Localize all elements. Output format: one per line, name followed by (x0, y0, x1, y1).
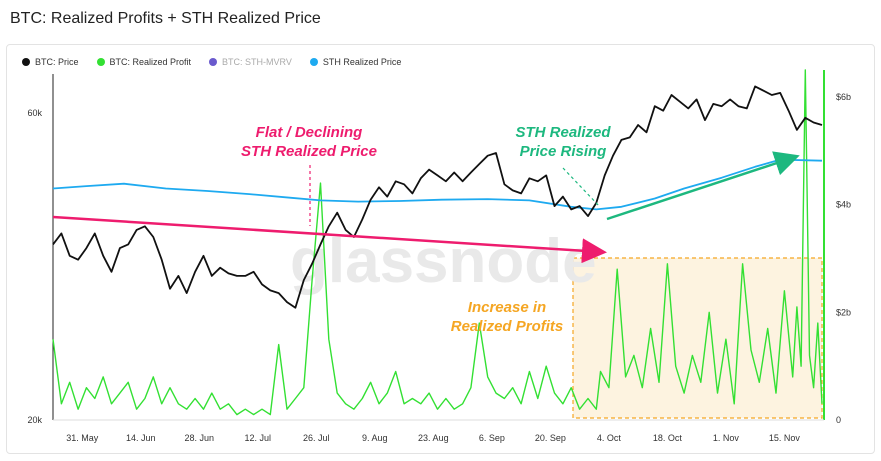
realized-profits-highlight-box (572, 257, 823, 419)
sth-realized-price-line (52, 158, 823, 211)
pink-trend-arrow (52, 215, 607, 264)
x-tick-label: 23. Aug (418, 433, 449, 443)
x-tick-label: 1. Nov (713, 433, 740, 443)
x-tick-label: 14. Jun (126, 433, 156, 443)
y-right-tick-label: 0 (836, 415, 841, 425)
btc-price-line (52, 85, 823, 309)
annotation-flat-line2: STH Realized Price (241, 143, 377, 160)
x-tick-label: 6. Sep (479, 433, 505, 443)
y-right-tick-label: $6b (836, 92, 851, 102)
legend-label: BTC: Price (35, 57, 79, 67)
x-tick-label: 4. Oct (597, 433, 622, 443)
legend: BTC: Price BTC: Realized Profit BTC: STH… (22, 57, 401, 67)
x-tick-label: 15. Nov (769, 433, 801, 443)
x-tick-label: 31. May (66, 433, 99, 443)
chart-card (6, 44, 875, 454)
legend-label: BTC: Realized Profit (109, 57, 192, 67)
legend-dot-icon (309, 58, 318, 66)
x-tick-label: 9. Aug (362, 433, 388, 443)
series-layer (52, 69, 823, 416)
y-right-tick-label: $2b (836, 307, 851, 317)
y-left-tick-label: 20k (27, 415, 42, 425)
y-left-tick-label: 60k (27, 108, 42, 118)
teal-pointer-line (562, 167, 601, 208)
legend-dot-icon (209, 58, 218, 66)
axis-ticks: 31. May 14. Jun 28. Jun 12. Jul 26. Jul 9. Au… (27, 92, 851, 443)
watermark: glassnode (290, 227, 597, 296)
annotation-profits-line1: Increase in (468, 299, 546, 316)
chart-title: BTC: Realized Profits + STH Realized Pri… (10, 10, 321, 27)
annotation-rising-line1: STH Realized (515, 124, 611, 141)
x-tick-label: 12. Jul (245, 433, 272, 443)
x-tick-label: 18. Oct (653, 433, 683, 443)
teal-trend-arrow (606, 151, 800, 221)
legend-dot-icon (22, 58, 30, 66)
annotation-flat-line1: Flat / Declining (256, 124, 363, 141)
legend-item-sth-realized-price[interactable]: STH Realized Price (309, 57, 402, 67)
realized-profit-line (52, 69, 823, 416)
legend-dot-icon (96, 58, 105, 66)
annotation-profits-line2: Realized Profits (451, 318, 564, 335)
x-tick-label: 28. Jun (185, 433, 215, 443)
x-tick-label: 26. Jul (303, 433, 330, 443)
y-right-tick-label: $4b (836, 200, 851, 210)
legend-item-realized-profit[interactable]: BTC: Realized Profit (96, 57, 192, 67)
legend-label: BTC: STH-MVRV (222, 57, 292, 67)
legend-label: STH Realized Price (322, 57, 402, 67)
annotation-rising-line2: Price Rising (520, 143, 607, 160)
legend-item-sth-mvrv[interactable]: BTC: STH-MVRV (209, 57, 292, 67)
x-tick-label: 20. Sep (535, 433, 566, 443)
legend-item-price[interactable]: BTC: Price (22, 57, 79, 67)
